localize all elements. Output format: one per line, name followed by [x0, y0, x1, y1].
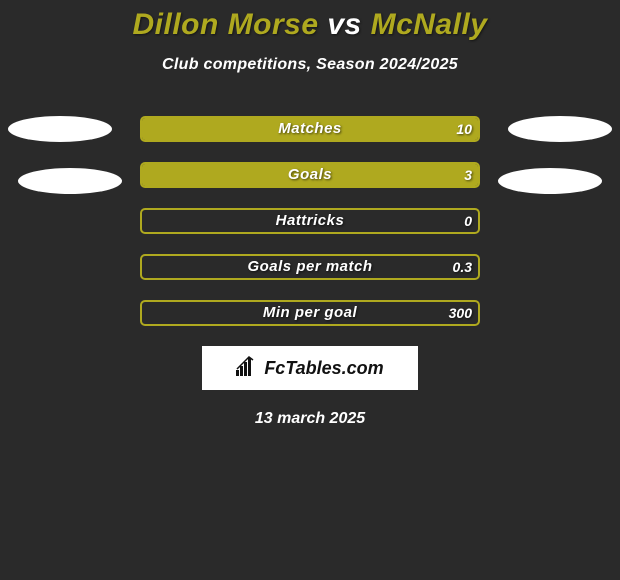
- brand-badge[interactable]: FcTables.com: [202, 346, 418, 390]
- stat-row: Goals per match0.3: [140, 254, 480, 280]
- stat-row: Hattricks0: [140, 208, 480, 234]
- side-ellipse: [508, 116, 612, 142]
- stat-label: Goals: [140, 162, 480, 188]
- page-title: Dillon Morse vs McNally: [0, 8, 620, 42]
- stat-value-right: 3: [464, 162, 472, 188]
- side-ellipse: [18, 168, 122, 194]
- stat-value-right: 300: [449, 300, 472, 326]
- date-text: 13 march 2025: [0, 410, 620, 428]
- stat-row: Min per goal300: [140, 300, 480, 326]
- side-ellipse: [498, 168, 602, 194]
- stat-label: Min per goal: [140, 300, 480, 326]
- brand-text: FcTables.com: [264, 358, 383, 379]
- stat-label: Matches: [140, 116, 480, 142]
- stat-value-right: 0.3: [453, 254, 472, 280]
- stat-row: Goals3: [140, 162, 480, 188]
- title-player2: McNally: [371, 8, 488, 41]
- stat-row: Matches10: [140, 116, 480, 142]
- stat-label: Hattricks: [140, 208, 480, 234]
- subtitle: Club competitions, Season 2024/2025: [0, 56, 620, 74]
- stat-value-right: 10: [456, 116, 472, 142]
- stat-value-right: 0: [464, 208, 472, 234]
- stat-label: Goals per match: [140, 254, 480, 280]
- title-vs: vs: [327, 8, 361, 41]
- brand-chart-icon: [236, 356, 258, 381]
- stats-area: Matches10 Goals3 Hattricks0 Goals per match…: [0, 116, 620, 326]
- title-player1: Dillon Morse: [133, 8, 319, 41]
- side-ellipse: [8, 116, 112, 142]
